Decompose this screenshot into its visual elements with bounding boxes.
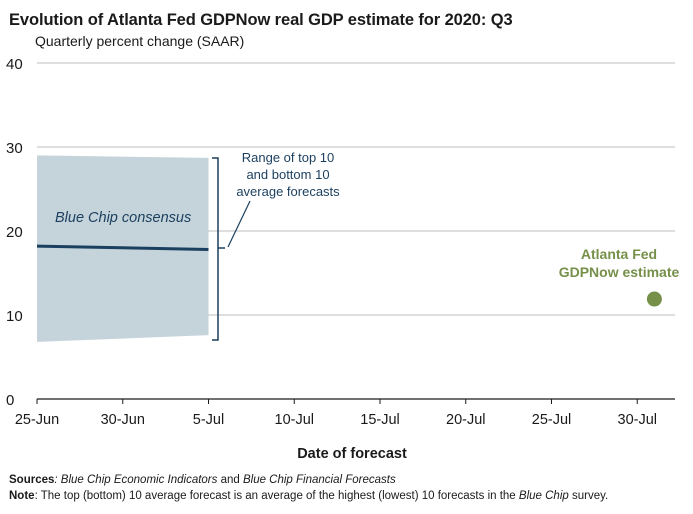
chart-title: Evolution of Atlanta Fed GDPNow real GDP… [9,11,513,29]
range-label-line-1: Range of top 10 [242,150,335,165]
gdpnow-label-line-2: GDPNow estimate [559,264,680,280]
x-tick-label: 30-Jul [618,412,658,428]
y-tick-label: 0 [6,392,14,409]
blue-chip-line [36,244,209,251]
y-tick-label: 40 [6,56,23,73]
gdpnow-point [646,291,662,307]
y-tick-labels: 0 10 20 30 40 [6,56,23,409]
y-tick-label: 20 [6,224,23,241]
x-tick-label: 15-Jul [360,412,400,428]
range-label-line-2: and bottom 10 [246,167,329,182]
note-text-before: : The top (bottom) 10 average forecast i… [34,490,519,502]
x-tick-label: 5-Jul [193,412,224,428]
sources-part1: Blue Chip Economic Indicators [60,474,218,486]
gdpnow-label-line-1: Atlanta Fed [581,246,657,262]
note-text-italic: Blue Chip [518,490,569,502]
footer-note: Note: The top (bottom) 10 average foreca… [9,490,608,502]
range-label-line-3: average forecasts [236,184,340,199]
footer-sources: Sources: Blue Chip Economic Indicators a… [9,474,396,486]
chart-subtitle: Quarterly percent change (SAAR) [35,33,245,49]
x-tick-label: 25-Jul [532,412,572,428]
y-tick-label: 10 [6,308,23,325]
x-tick-label: 25-Jun [15,412,59,428]
y-tick-label: 30 [6,140,23,157]
x-tick-label: 30-Jun [101,412,145,428]
x-tick-marks [36,399,638,404]
note-text-after: survey. [568,490,609,502]
x-tick-label: 20-Jul [446,412,486,428]
range-bracket [212,157,219,341]
note-label: Note [9,490,35,502]
sources-part2: Blue Chip Financial Forecasts [242,474,396,486]
x-axis-title: Date of forecast [297,446,407,462]
range-leader-line [227,200,251,248]
blue-chip-label: Blue Chip consensus [55,210,191,226]
x-tick-labels: 25-Jun 30-Jun 5-Jul 10-Jul 15-Jul 20-Jul 25-Ju… [15,412,657,428]
x-tick-label: 10-Jul [275,412,315,428]
sources-label: Sources [9,474,55,486]
sources-and: and [217,474,243,486]
